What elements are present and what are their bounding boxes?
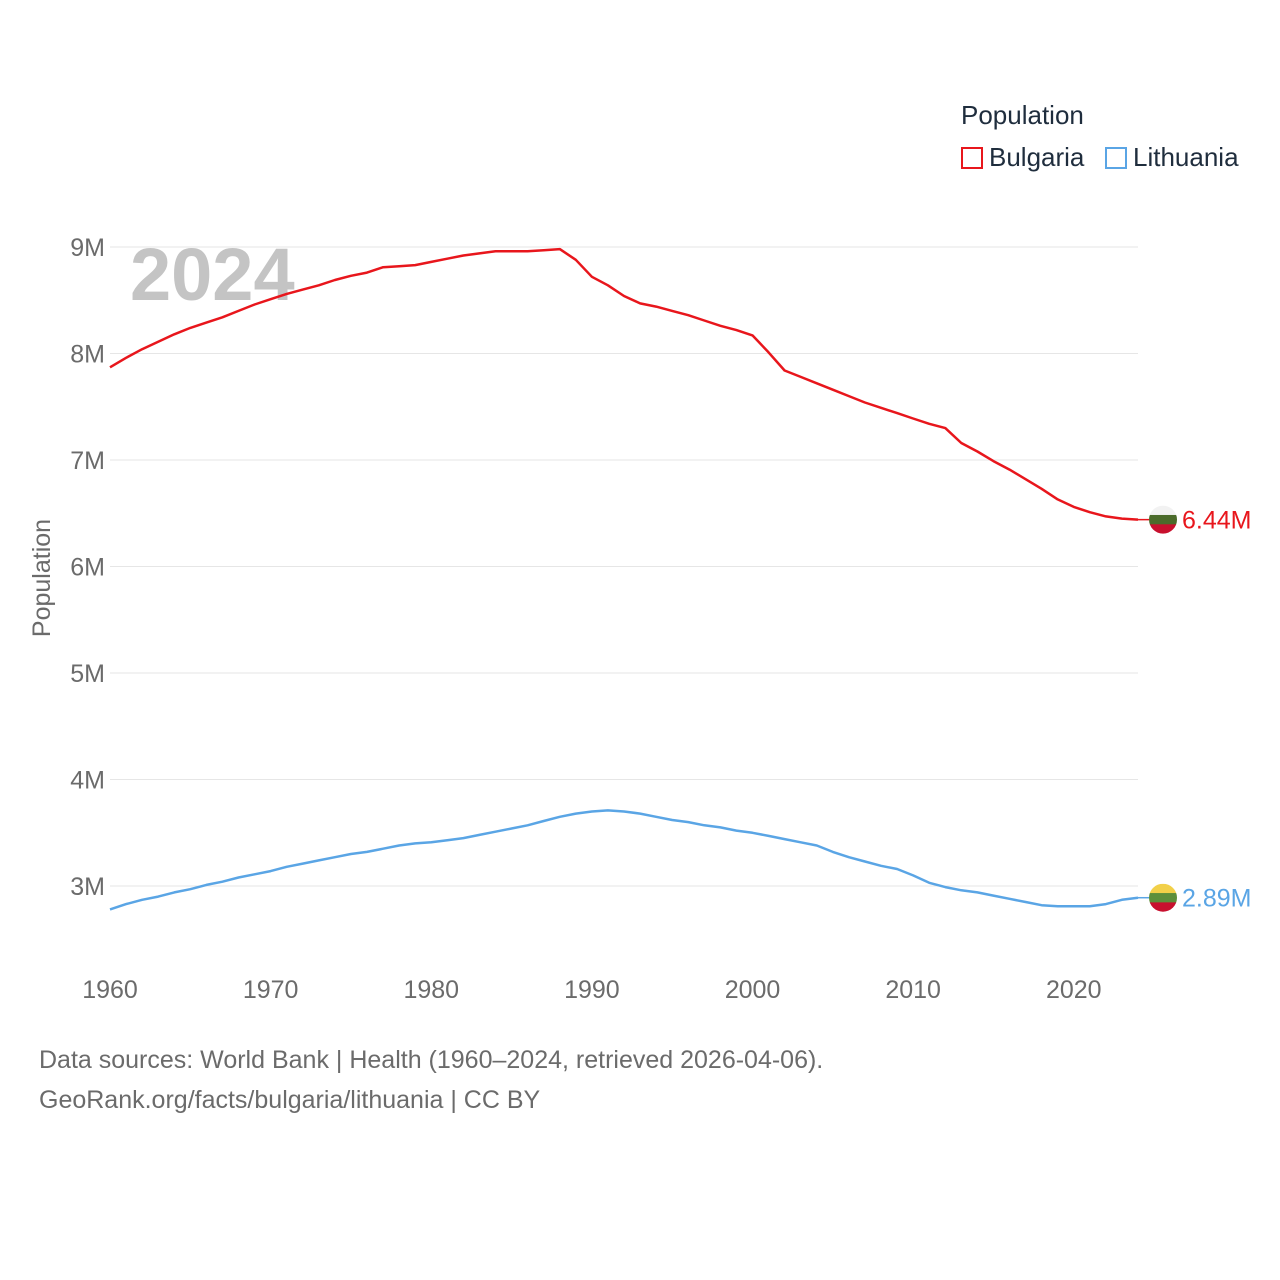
end-markers: 6.44M 2.89M	[1138, 505, 1251, 913]
x-tick-label: 1970	[243, 976, 299, 1004]
y-tick-label: 3M	[70, 873, 105, 901]
y-axis-label: Population	[28, 519, 56, 637]
gridlines	[110, 246, 1138, 887]
x-axis-ticks: 1960 1970 1980 1990 2000 2010 2020	[82, 976, 1101, 1004]
legend-swatch-bulgaria	[961, 146, 983, 169]
legend-item-bulgaria[interactable]: Bulgaria	[961, 142, 1084, 173]
x-tick-label: 2020	[1046, 976, 1102, 1004]
legend-label-lithuania: Lithuania	[1133, 142, 1239, 172]
y-axis-ticks: 3M 4M 5M 6M 7M 8M 9M	[70, 234, 105, 901]
end-value-label-lithuania: 2.89M	[1182, 885, 1251, 913]
footer-sources: Data sources: World Bank | Health (1960–…	[39, 1046, 824, 1074]
flag-icon-lithuania	[1149, 883, 1177, 912]
series-line-lithuania[interactable]	[109, 809, 1139, 911]
legend-swatch-lithuania	[1105, 146, 1127, 169]
x-tick-label: 1980	[403, 976, 459, 1004]
y-tick-label: 7M	[70, 447, 105, 475]
footer-link[interactable]: GeoRank.org/facts/bulgaria/lithuania | C…	[39, 1086, 541, 1114]
y-tick-label: 8M	[70, 341, 105, 369]
year-watermark: 2024	[130, 233, 295, 316]
y-tick-label: 4M	[70, 767, 105, 795]
x-tick-label: 2010	[885, 976, 941, 1004]
flag-icon-bulgaria	[1149, 505, 1177, 534]
legend-item-lithuania[interactable]: Lithuania	[1105, 142, 1239, 173]
x-tick-label: 1960	[82, 976, 138, 1004]
x-tick-label: 1990	[564, 976, 620, 1004]
legend-label-bulgaria: Bulgaria	[989, 142, 1085, 172]
y-tick-label: 9M	[70, 234, 105, 262]
series-line-bulgaria[interactable]	[109, 247, 1139, 521]
y-tick-label: 6M	[70, 554, 105, 582]
legend-title: Population	[961, 100, 1084, 130]
y-tick-label: 5M	[70, 660, 105, 688]
end-value-label-bulgaria: 6.44M	[1182, 507, 1251, 535]
series-lines	[109, 247, 1139, 911]
x-tick-label: 2000	[725, 976, 781, 1004]
